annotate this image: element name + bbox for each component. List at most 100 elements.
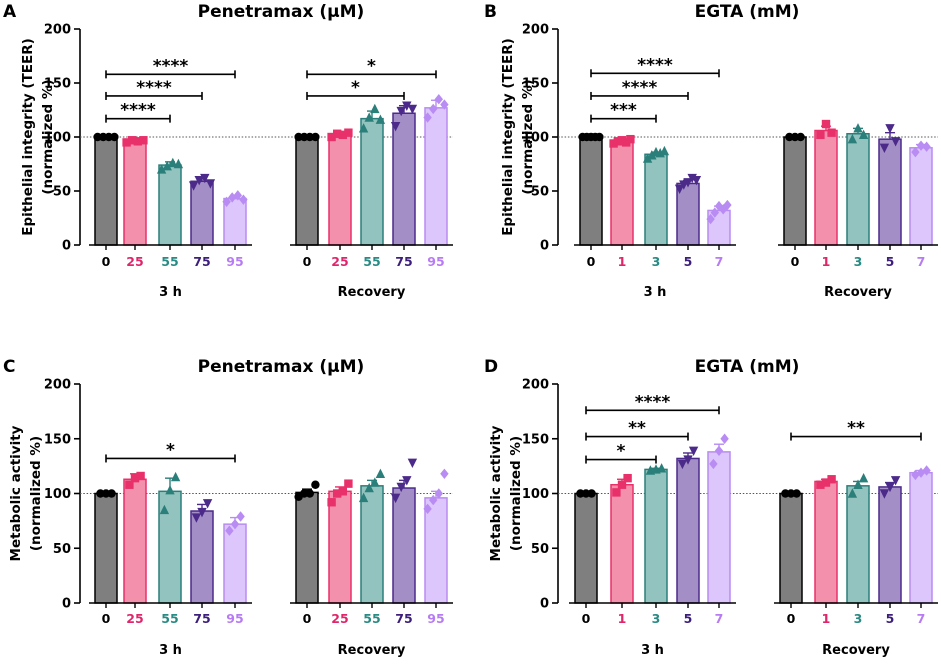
group-label: 3 h — [641, 643, 664, 658]
data-point — [333, 129, 342, 138]
panel-title: EGTA (mM) — [695, 357, 800, 377]
category-label: 95 — [226, 254, 243, 269]
data-point — [796, 132, 805, 142]
data-point — [305, 489, 314, 498]
data-point — [647, 150, 657, 160]
group-label: Recovery — [822, 643, 890, 658]
data-point — [173, 158, 184, 169]
data-point — [136, 471, 145, 481]
category-label: 0 — [303, 254, 312, 269]
bar — [909, 147, 933, 246]
bar — [579, 136, 603, 246]
data-point — [162, 160, 172, 171]
category-label: 55 — [161, 611, 178, 626]
bar — [610, 483, 634, 604]
data-point — [407, 104, 418, 115]
category-label: 1 — [822, 254, 831, 269]
data-point — [623, 473, 632, 483]
category-label: 0 — [102, 254, 111, 269]
data-point — [338, 487, 347, 496]
data-point — [821, 478, 831, 487]
data-point — [434, 94, 443, 105]
bar — [814, 129, 838, 246]
y-tick-label: 150 — [522, 432, 549, 447]
data-point — [719, 204, 728, 215]
bar — [295, 136, 319, 246]
y-tick-label: 200 — [44, 378, 71, 393]
y-tick-label: 200 — [522, 23, 549, 38]
y-tick-label: 0 — [540, 239, 549, 254]
y-tick-label: 100 — [522, 487, 549, 502]
group-label: Recovery — [338, 285, 406, 300]
data-point — [390, 493, 401, 504]
data-point — [202, 499, 213, 509]
data-point — [879, 143, 890, 153]
data-point — [125, 480, 134, 489]
data-point — [587, 489, 596, 498]
bar — [223, 523, 247, 604]
y-tick-label: 50 — [531, 542, 549, 557]
bar — [190, 510, 214, 604]
data-point — [327, 132, 336, 142]
data-point — [110, 132, 119, 142]
category-label: 0 — [303, 611, 312, 626]
data-point — [617, 480, 627, 489]
significance-label: * — [351, 78, 360, 98]
category-label: 7 — [715, 254, 724, 269]
data-point — [723, 199, 732, 211]
significance-label: **** — [635, 392, 671, 412]
category-label: 3 — [652, 611, 661, 626]
data-point — [423, 112, 432, 123]
data-point — [674, 184, 685, 195]
bar — [158, 164, 182, 246]
data-point — [233, 190, 242, 201]
bar — [190, 180, 214, 246]
bar — [676, 182, 700, 246]
bar — [644, 468, 668, 604]
bar — [644, 153, 668, 246]
data-point — [194, 176, 204, 186]
data-point — [128, 136, 137, 145]
panel-title: Penetramax (µM) — [198, 357, 365, 377]
data-point — [205, 179, 216, 189]
significance-label: **** — [622, 78, 658, 98]
bar — [94, 492, 118, 604]
bar — [392, 487, 416, 604]
category-label: 95 — [427, 611, 444, 626]
category-label: 55 — [363, 254, 380, 269]
group-label: 3 h — [159, 643, 182, 658]
y-tick-label: 150 — [44, 432, 71, 447]
data-point — [911, 146, 920, 158]
bar — [909, 471, 933, 604]
data-point — [691, 176, 702, 186]
bar — [846, 485, 870, 604]
data-point — [344, 128, 353, 137]
data-point — [402, 476, 412, 486]
data-point — [358, 492, 369, 503]
bar — [328, 134, 352, 246]
data-point — [170, 471, 181, 482]
y-tick-label: 200 — [44, 23, 71, 38]
bar — [574, 492, 598, 604]
category-label: 75 — [395, 254, 412, 269]
data-point — [402, 101, 412, 111]
bar — [610, 140, 634, 246]
category-label: 0 — [791, 254, 800, 269]
data-point — [706, 213, 715, 225]
data-point — [333, 489, 342, 498]
data-point — [890, 137, 901, 147]
data-point — [677, 459, 688, 470]
data-point — [821, 119, 831, 129]
data-point — [375, 114, 386, 124]
category-label: 95 — [226, 611, 243, 626]
data-point — [188, 181, 199, 191]
category-label: 55 — [161, 254, 178, 269]
category-label: 3 — [652, 254, 661, 269]
data-point — [642, 153, 653, 163]
group-label: 3 h — [644, 285, 667, 300]
significance-label: * — [367, 56, 376, 76]
data-point — [311, 132, 320, 142]
y-axis-label-units: (normalized %) — [520, 79, 536, 194]
group-label: 3 h — [159, 285, 182, 300]
data-point — [159, 504, 170, 515]
